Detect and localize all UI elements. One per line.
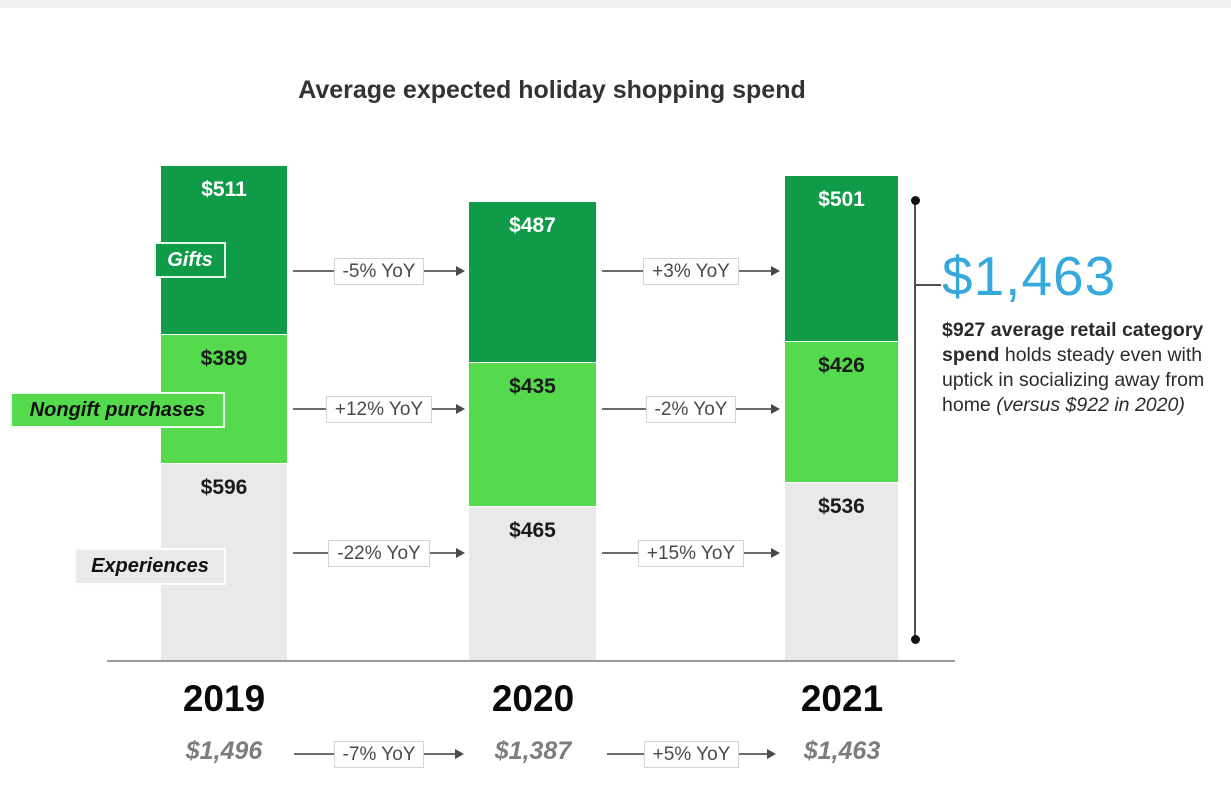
arrow-head-icon bbox=[767, 749, 776, 759]
chart-title: Average expected holiday shopping spend bbox=[298, 76, 806, 104]
annotation-headline: $1,463 bbox=[942, 245, 1117, 307]
annotation-body: $927 average retail category spend holds… bbox=[942, 318, 1231, 418]
series-label-text: Gifts bbox=[167, 248, 213, 271]
segment-nongift-2021: $426 bbox=[785, 341, 898, 482]
yoy-label: +3% YoY bbox=[643, 257, 739, 285]
segment-value: $426 bbox=[818, 354, 865, 377]
window-top-edge bbox=[0, 0, 1231, 8]
yoy-label: +5% YoY bbox=[643, 740, 740, 768]
arrow-head-icon bbox=[455, 749, 464, 759]
bar-2021: $501 $426 $536 bbox=[785, 176, 898, 660]
arrow-head-icon bbox=[771, 548, 780, 558]
x-tick-2019: 2019 bbox=[182, 678, 266, 719]
segment-value: $511 bbox=[201, 178, 247, 201]
yoy-arrow-total-2019-2020: -7% YoY bbox=[294, 740, 464, 768]
total-2021: $1,463 bbox=[803, 737, 881, 765]
yoy-arrow-experiences-2020-2021: +15% YoY bbox=[602, 539, 780, 567]
arrow-head-icon bbox=[456, 266, 465, 276]
yoy-label: -5% YoY bbox=[333, 257, 425, 285]
segment-nongift-2020: $435 bbox=[469, 362, 596, 506]
series-label-nongift-purchases: Nongift purchases bbox=[10, 392, 225, 428]
annotation-italic-text: (versus $922 in 2020) bbox=[996, 394, 1185, 416]
arrow-head-icon bbox=[771, 404, 780, 414]
segment-experiences-2021: $536 bbox=[785, 482, 898, 660]
yoy-label: -22% YoY bbox=[328, 539, 430, 567]
annotation-bold-text: $927 average retail category spend bbox=[942, 319, 1204, 366]
yoy-arrow-experiences-2019-2020: -22% YoY bbox=[293, 539, 465, 567]
x-tick-2020: 2020 bbox=[491, 678, 575, 719]
bracket-bottom-dot-icon bbox=[911, 635, 920, 644]
bracket-top-dot-icon bbox=[911, 196, 920, 205]
total-2019: $1,496 bbox=[185, 737, 263, 765]
segment-value: $487 bbox=[509, 214, 556, 237]
bracket-tick bbox=[915, 284, 941, 286]
yoy-arrow-nongift-2020-2021: -2% YoY bbox=[602, 395, 780, 423]
yoy-label: +12% YoY bbox=[325, 395, 433, 423]
total-2020: $1,387 bbox=[494, 737, 572, 765]
series-label-text: Nongift purchases bbox=[29, 398, 206, 421]
arrow-head-icon bbox=[456, 404, 465, 414]
bracket-line bbox=[914, 200, 916, 640]
segment-value: $536 bbox=[818, 495, 865, 518]
yoy-label: -7% YoY bbox=[333, 740, 425, 768]
segment-value: $596 bbox=[200, 476, 248, 499]
yoy-arrow-nongift-2019-2020: +12% YoY bbox=[293, 395, 465, 423]
yoy-arrow-total-2020-2021: +5% YoY bbox=[607, 740, 776, 768]
series-label-gifts: Gifts bbox=[154, 242, 226, 278]
bar-2020: $487 $435 $465 bbox=[469, 202, 596, 660]
yoy-arrow-gifts-2020-2021: +3% YoY bbox=[602, 257, 780, 285]
segment-gifts-2021: $501 bbox=[785, 176, 898, 341]
yoy-label: -2% YoY bbox=[645, 395, 737, 423]
x-axis-baseline bbox=[107, 660, 955, 662]
annotation-regular-text: holds steady even with uptick in sociali… bbox=[942, 344, 1205, 416]
segment-value: $465 bbox=[509, 519, 556, 542]
segment-value: $501 bbox=[818, 188, 865, 211]
arrow-head-icon bbox=[771, 266, 780, 276]
segment-gifts-2020: $487 bbox=[469, 202, 596, 362]
x-tick-2021: 2021 bbox=[800, 678, 884, 719]
arrow-head-icon bbox=[456, 548, 465, 558]
segment-value: $389 bbox=[200, 347, 248, 370]
segment-value: $435 bbox=[509, 375, 556, 398]
series-label-experiences: Experiences bbox=[74, 548, 226, 585]
yoy-label: +15% YoY bbox=[637, 539, 745, 567]
segment-experiences-2020: $465 bbox=[469, 506, 596, 660]
series-label-text: Experiences bbox=[91, 555, 209, 577]
yoy-arrow-gifts-2019-2020: -5% YoY bbox=[293, 257, 465, 285]
